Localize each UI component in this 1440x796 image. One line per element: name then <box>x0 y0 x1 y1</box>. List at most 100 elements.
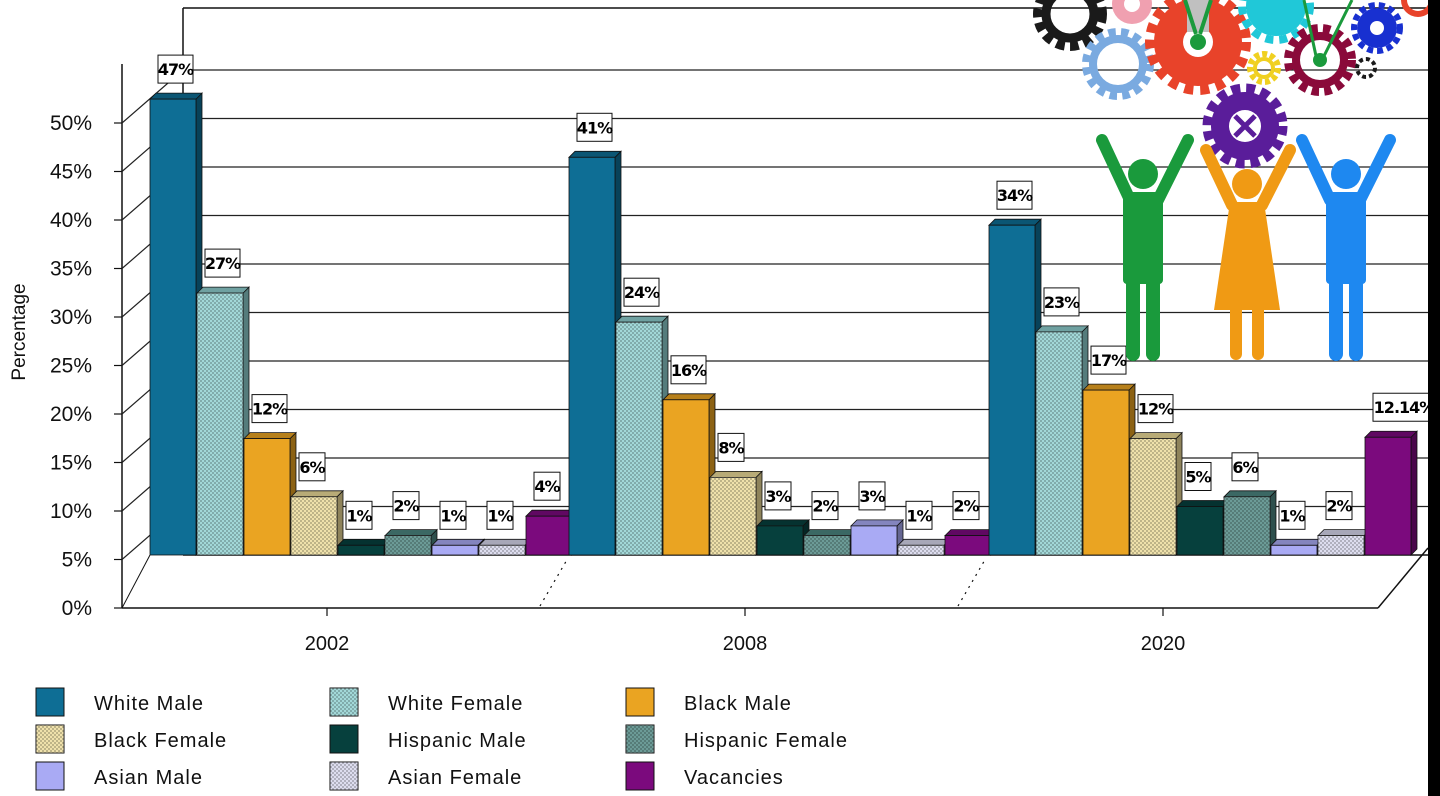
data-label: 24% <box>623 277 661 307</box>
svg-text:White Female: White Female <box>388 693 523 715</box>
svg-text:12.14%: 12.14% <box>1374 398 1428 417</box>
svg-text:16%: 16% <box>671 361 707 380</box>
bar <box>1176 499 1230 556</box>
legend-item: Black Female <box>35 724 226 754</box>
bar <box>615 315 669 556</box>
bar <box>1223 489 1277 556</box>
bar <box>850 518 904 556</box>
svg-text:34%: 34% <box>997 186 1033 205</box>
bar <box>1082 383 1136 556</box>
small-black-gear-icon <box>1355 57 1377 79</box>
y-tick-label: 40% <box>50 209 92 232</box>
svg-text:Asian Female: Asian Female <box>388 767 522 789</box>
bar <box>243 431 297 556</box>
y-tick-label: 50% <box>50 112 92 135</box>
svg-text:2%: 2% <box>812 497 838 516</box>
orange-gear-icon <box>1401 0 1428 17</box>
green-person-icon <box>1096 134 1194 361</box>
maroon-gear-icon <box>1284 0 1356 96</box>
data-label: 1% <box>345 500 374 530</box>
data-label: 1% <box>1278 500 1307 530</box>
blue-gear-icon <box>1351 2 1403 54</box>
data-label: 5% <box>1184 462 1213 491</box>
bar <box>337 538 391 556</box>
svg-text:Asian Male: Asian Male <box>94 767 203 789</box>
svg-text:27%: 27% <box>205 254 241 273</box>
svg-text:41%: 41% <box>577 118 613 137</box>
svg-text:1%: 1% <box>487 506 513 525</box>
bar-series <box>149 92 1418 556</box>
data-label: 2% <box>952 491 981 521</box>
y-tick-label: 15% <box>50 452 92 475</box>
data-label: 41% <box>576 112 614 142</box>
legend-item: Hispanic Male <box>329 724 526 754</box>
cyan-gear-icon <box>1238 0 1314 44</box>
bar <box>431 538 485 556</box>
light-blue-gear-icon <box>1082 28 1154 100</box>
bar <box>897 538 951 556</box>
svg-text:47%: 47% <box>158 60 194 79</box>
bar <box>803 528 857 556</box>
svg-text:Hispanic Female: Hispanic Female <box>684 730 848 752</box>
legend: White Male White Female Black Male Black Fe… <box>35 687 848 791</box>
black-gear-icon <box>1033 0 1107 51</box>
data-label: 3% <box>764 481 793 511</box>
y-tick-label: 45% <box>50 161 92 184</box>
svg-text:White Male: White Male <box>94 693 204 715</box>
bar <box>988 218 1042 556</box>
y-tick-label: 35% <box>50 258 92 281</box>
bar <box>756 518 810 556</box>
y-tick-label: 30% <box>50 306 92 329</box>
bar <box>1364 430 1418 556</box>
svg-text:4%: 4% <box>534 477 560 496</box>
svg-text:12%: 12% <box>1138 400 1174 419</box>
y-tick-label: 25% <box>50 355 92 378</box>
data-label: 27% <box>204 248 242 278</box>
bar <box>149 92 203 556</box>
data-label: 12.14% <box>1372 392 1428 422</box>
y-axis-label: Percentage <box>9 283 30 380</box>
svg-text:3%: 3% <box>859 487 885 506</box>
data-label: 34% <box>996 180 1034 210</box>
svg-text:6%: 6% <box>1232 458 1258 477</box>
bar <box>1129 431 1183 556</box>
legend-item: Asian Male <box>35 761 203 791</box>
svg-text:17%: 17% <box>1091 351 1127 370</box>
x-axis-category-labels: 2002 2008 2020 <box>305 633 1186 655</box>
y-tick-label: 20% <box>50 403 92 426</box>
svg-text:6%: 6% <box>299 458 325 477</box>
legend-item: Asian Female <box>329 761 522 791</box>
svg-text:1%: 1% <box>1279 506 1305 525</box>
data-label: 17% <box>1090 345 1128 375</box>
bar <box>709 470 763 556</box>
bar <box>290 489 344 556</box>
data-label: 12% <box>251 394 289 424</box>
svg-text:1%: 1% <box>440 506 466 525</box>
bar <box>1035 324 1089 556</box>
yellow-gear-icon <box>1247 51 1281 85</box>
legend-item: Hispanic Female <box>625 724 848 754</box>
bar <box>384 528 438 556</box>
data-label: 8% <box>717 432 746 462</box>
blue-person-icon <box>1296 134 1396 361</box>
svg-text:1%: 1% <box>346 506 372 525</box>
data-label: 2% <box>392 491 421 521</box>
bar <box>478 538 532 556</box>
svg-text:1%: 1% <box>906 506 932 525</box>
legend-item: Black Male <box>625 687 792 717</box>
data-label: 6% <box>298 452 327 482</box>
x-category-label: 2002 <box>305 633 350 655</box>
y-tick-label: 0% <box>62 597 92 620</box>
data-label: 2% <box>811 491 840 521</box>
y-tick-label: 5% <box>62 549 92 572</box>
legend-item: White Male <box>35 687 204 717</box>
legend-item: White Female <box>329 687 523 717</box>
svg-text:Vacancies: Vacancies <box>684 767 784 789</box>
svg-text:5%: 5% <box>1185 468 1211 487</box>
svg-text:2%: 2% <box>393 497 419 516</box>
svg-text:12%: 12% <box>252 400 288 419</box>
svg-text:Black Male: Black Male <box>684 693 792 715</box>
data-label: 2% <box>1325 491 1354 521</box>
